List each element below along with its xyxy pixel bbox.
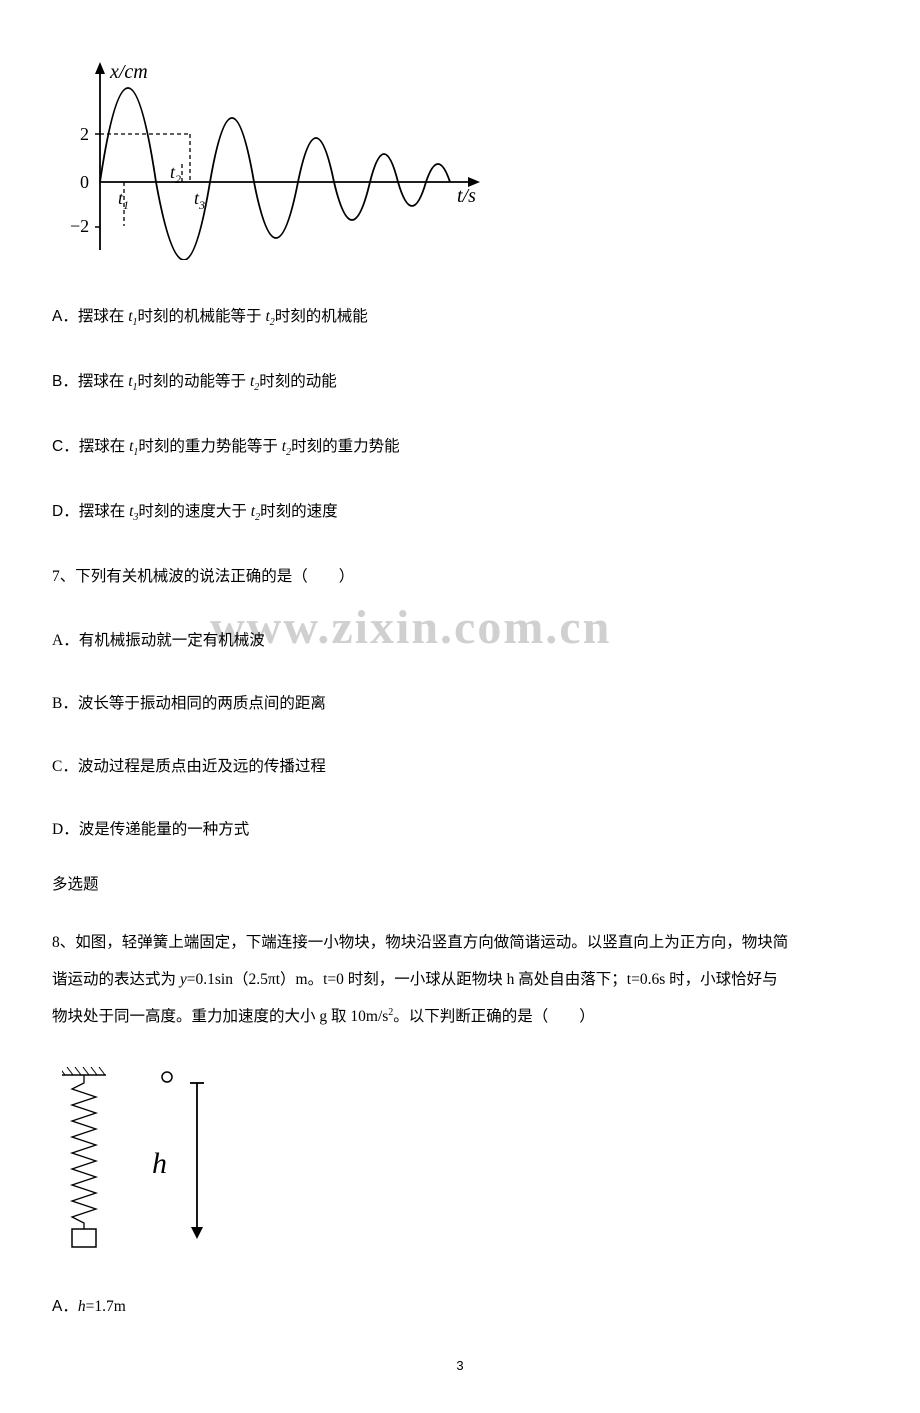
q8-line2-prefix: 谐运动的表达式为 [52,971,180,988]
h-label: h [152,1147,167,1180]
h-arrow-head [191,1227,203,1239]
y-tick-2: 2 [80,124,89,144]
damped-curve [100,88,450,260]
q8-line1: 8、如图，轻弹簧上端固定，下端连接一小物块，物块沿竖直方向做简谐运动。以竖直向上… [52,934,788,951]
q8-formula: y [180,971,187,988]
block [72,1229,96,1247]
y-tick-0: 0 [80,172,89,192]
y-tick-neg2: −2 [70,216,89,236]
y-axis-label: x/cm [109,61,148,83]
section-label-multiselect: 多选题 [52,872,868,894]
q8-option-a: A．h=1.7m [52,1295,868,1318]
option-prefix: B． [52,373,78,390]
t3-label: t3 [194,188,205,212]
page-number: 3 [52,1358,868,1373]
option-prefix: A． [52,1298,78,1315]
option-prefix: C． [52,438,79,455]
q7-option-b: B．波长等于振动相同的两质点间的距离 [52,692,868,715]
q7-option-d: D．波是传递能量的一种方式 [52,818,868,841]
damped-oscillation-chart: x/cm t/s 2 0 −2 t1 t2 t3 [62,60,868,265]
q7-option-c: C．波动过程是质点由近及远的传播过程 [52,755,868,778]
option-prefix: D． [52,503,79,520]
q6-option-d: D．摆球在 t3时刻的速度大于 t2时刻的速度 [52,500,868,525]
q6-option-b: B．摆球在 t1时刻的动能等于 t2时刻的动能 [52,370,868,395]
x-axis-label: t/s [457,185,476,207]
q7-option-a: A．有机械振动就一定有机械波 [52,629,868,652]
q7-stem: 7、下列有关机械波的说法正确的是（ ） [52,565,868,588]
q6-option-c: C．摆球在 t1时刻的重力势能等于 t2时刻的重力势能 [52,435,868,460]
y-axis-arrow [95,62,105,74]
spring-ball-diagram: h [62,1065,868,1260]
page-content: x/cm t/s 2 0 −2 t1 t2 t3 [52,60,868,1373]
q8-stem: 8、如图，轻弹簧上端固定，下端连接一小物块，物块沿竖直方向做简谐运动。以竖直向上… [52,924,868,1036]
option-prefix: A． [52,308,78,325]
q6-option-a: A．摆球在 t1时刻的机械能等于 t2时刻的机械能 [52,305,868,330]
spring [72,1075,96,1229]
ball [162,1072,172,1082]
